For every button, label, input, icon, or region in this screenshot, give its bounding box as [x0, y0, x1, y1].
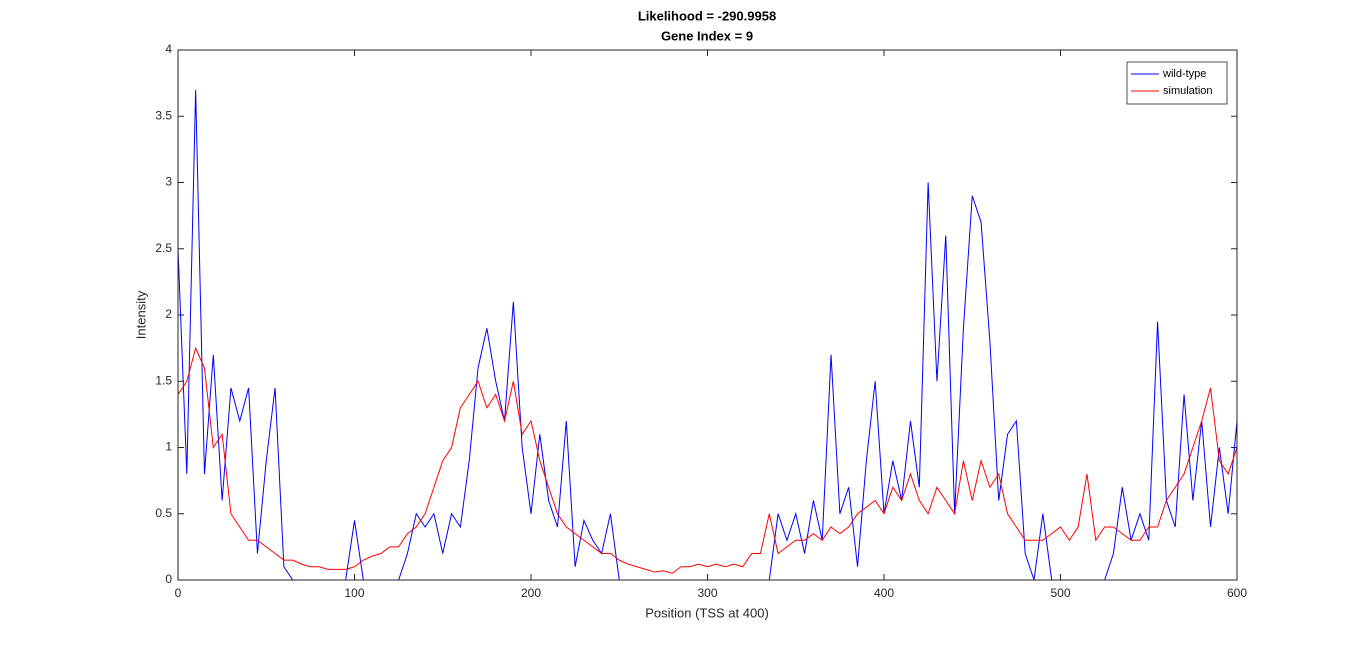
x-tick-label: 200	[521, 586, 541, 600]
chart-title: Gene Index = 9	[661, 28, 753, 43]
x-tick-label: 100	[344, 586, 364, 600]
axes-box	[177, 49, 1238, 581]
y-tick-label: 2.5	[155, 241, 172, 255]
x-tick-label: 0	[175, 586, 182, 600]
y-axis-label: Intensity	[133, 290, 148, 339]
y-tick-label: 3.5	[155, 108, 172, 122]
x-tick-label: 400	[874, 586, 894, 600]
y-tick-label: 1.5	[155, 373, 172, 387]
y-tick-label: 2	[165, 307, 172, 321]
x-tick-label: 500	[1050, 586, 1070, 600]
x-axis-label: Position (TSS at 400)	[645, 605, 769, 620]
legend-label: simulation	[1163, 85, 1213, 97]
y-tick-label: 3	[165, 175, 172, 189]
legend-box	[1126, 61, 1228, 105]
chart-title: Likelihood = -290.9958	[638, 8, 776, 23]
x-tick-label: 300	[697, 586, 717, 600]
plot-area	[178, 50, 1237, 580]
y-tick-label: 4	[165, 42, 172, 56]
x-tick-label: 600	[1227, 586, 1247, 600]
y-tick-label: 0.5	[155, 506, 172, 520]
legend-label: wild-type	[1162, 68, 1206, 80]
data-line	[177, 346, 1238, 574]
y-tick-label: 0	[165, 572, 172, 586]
y-tick-label: 1	[165, 440, 172, 454]
